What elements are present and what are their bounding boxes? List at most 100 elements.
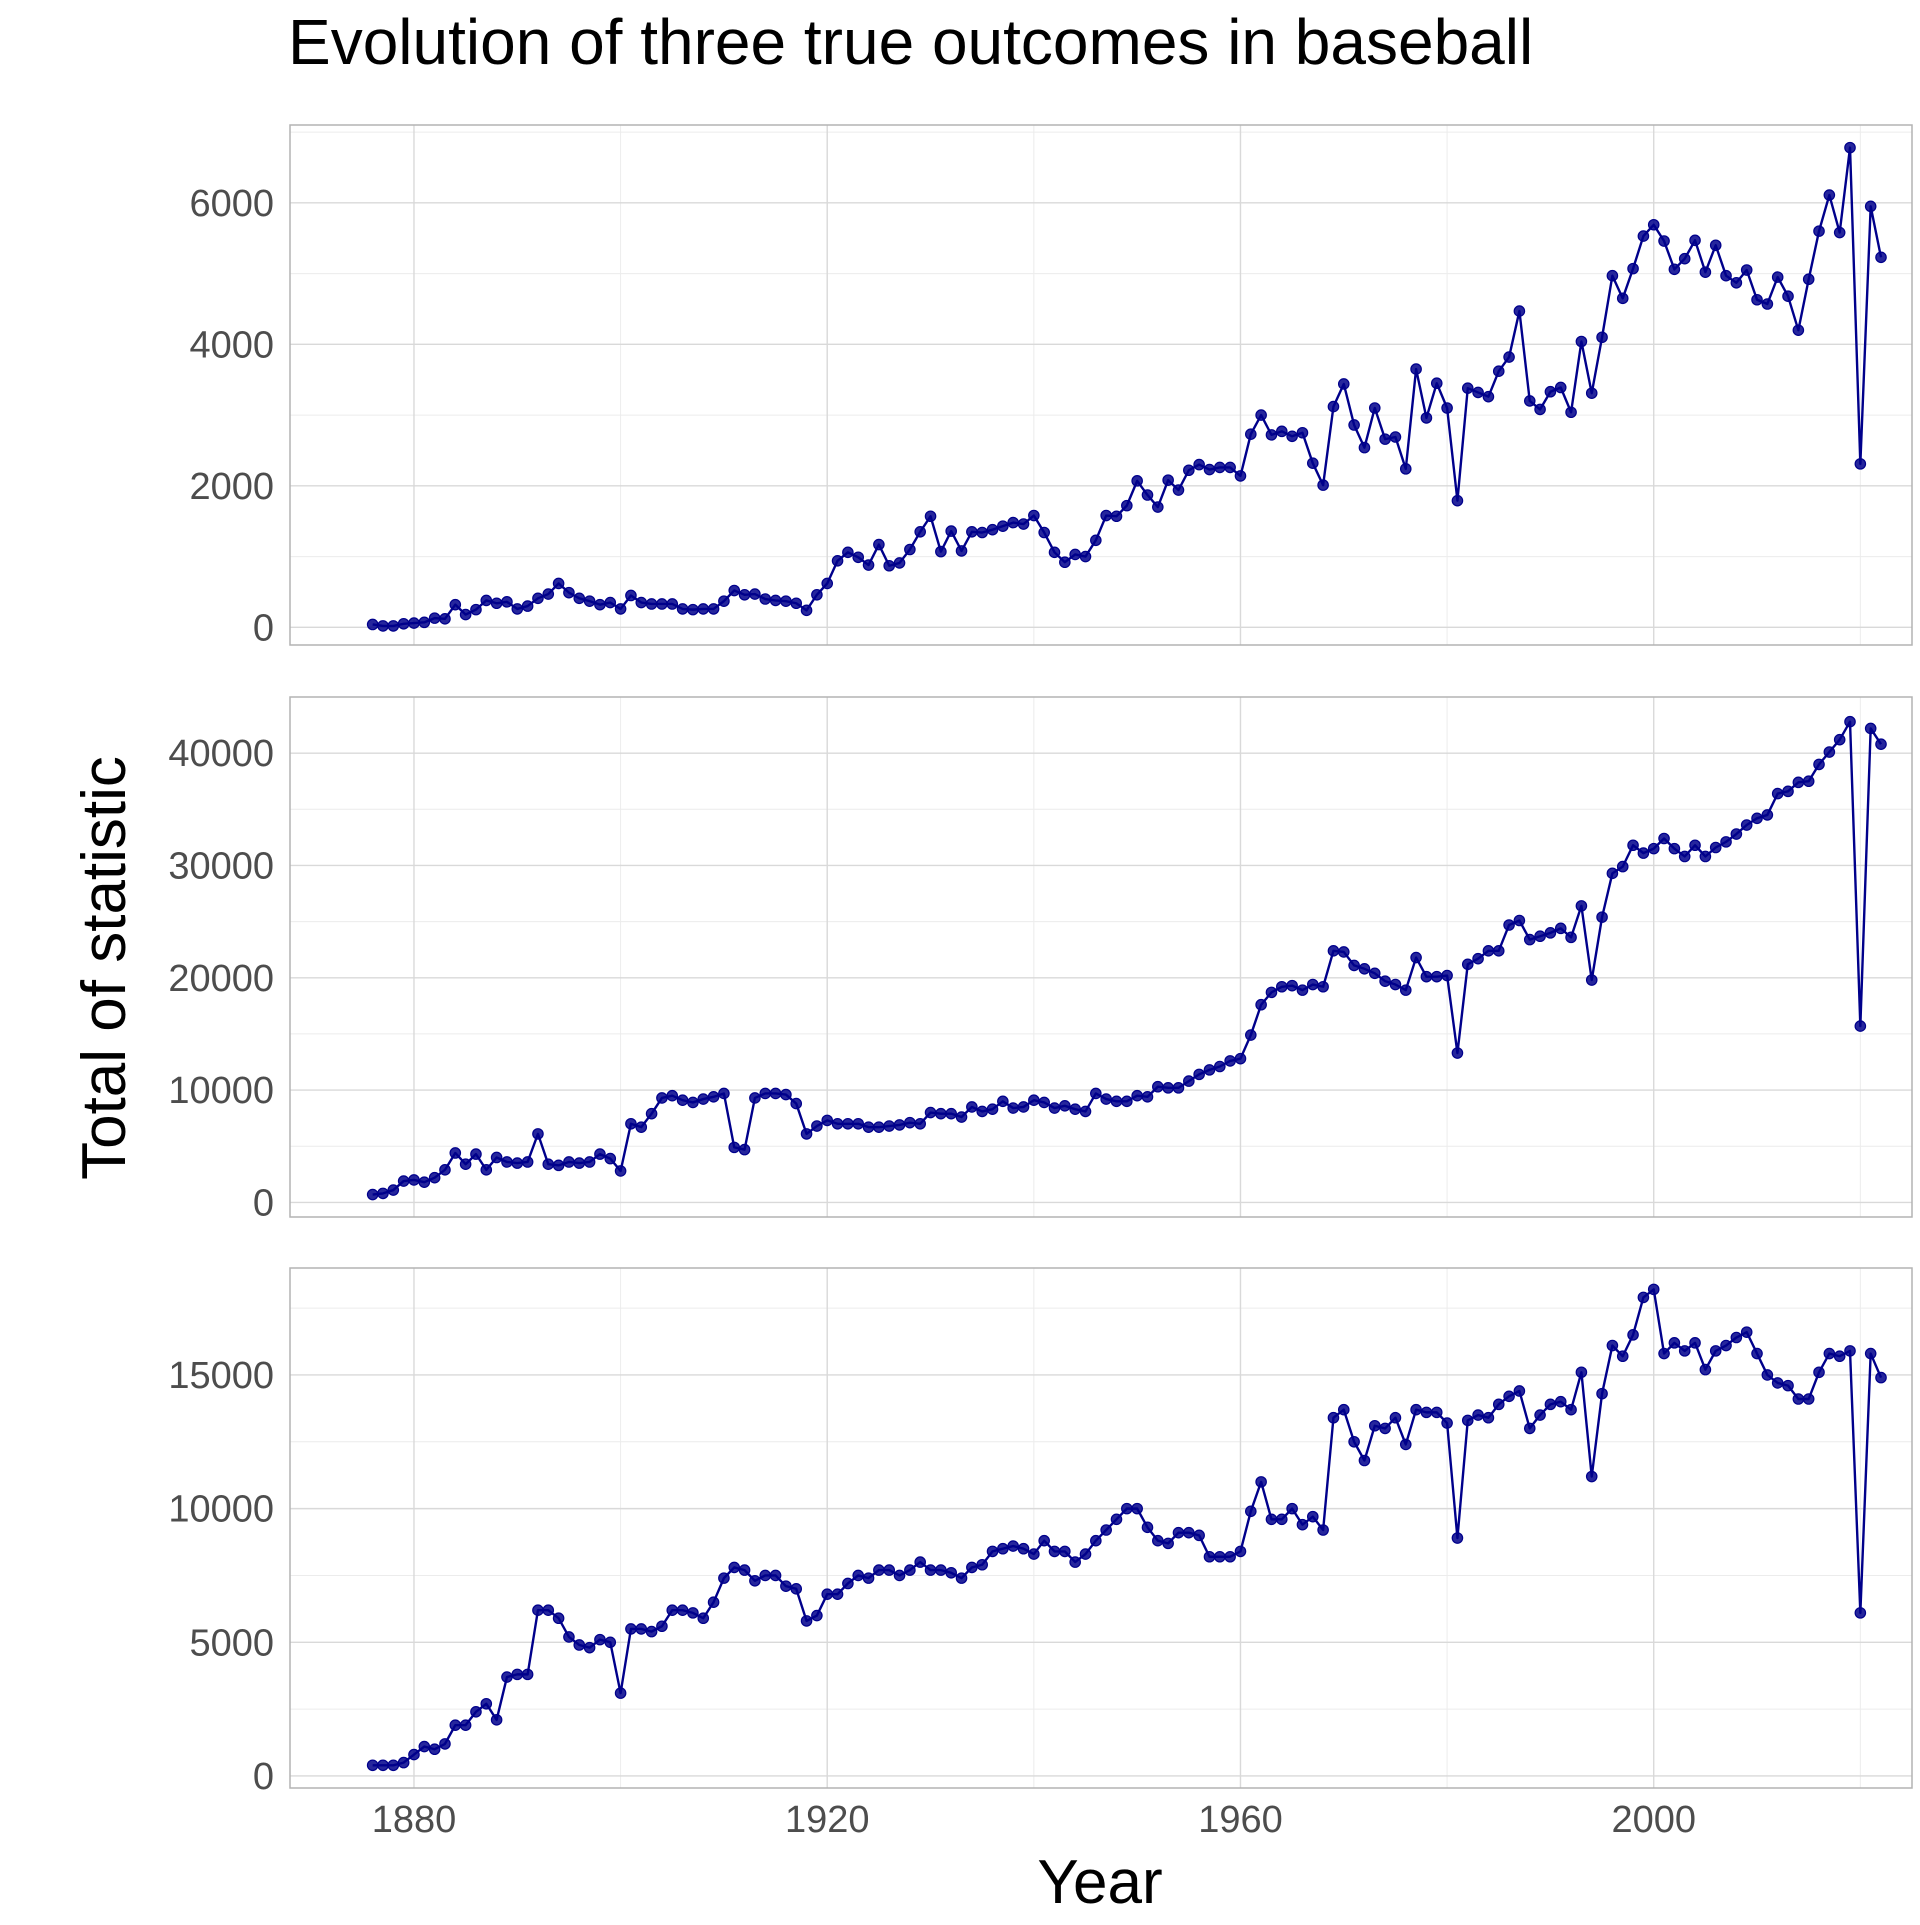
data-point (955, 1572, 968, 1584)
data-point (997, 1542, 1009, 1555)
data-point (738, 1564, 751, 1576)
data-point (1606, 269, 1619, 282)
data-point (625, 589, 637, 602)
data-point (1771, 1377, 1784, 1389)
data-point (1162, 1082, 1174, 1094)
data-point (1100, 1524, 1112, 1536)
data-point (1358, 962, 1371, 975)
data-point (935, 1107, 947, 1120)
data-point (862, 1121, 875, 1133)
data-point (1823, 746, 1836, 758)
data-point (1245, 1505, 1257, 1518)
data-point (1265, 1513, 1278, 1526)
data-point (501, 1671, 513, 1683)
data-point (635, 596, 648, 609)
data-point (1420, 412, 1433, 424)
data-point (1523, 933, 1536, 946)
data-point (769, 1569, 782, 1582)
data-point (1554, 1395, 1567, 1408)
data-point (1265, 429, 1278, 441)
data-point (1131, 1502, 1143, 1515)
data-point (1575, 900, 1588, 912)
data-point (604, 596, 617, 609)
data-point (645, 598, 658, 610)
data-point (1740, 1326, 1753, 1338)
data-point (1069, 1103, 1081, 1115)
data-point (914, 1556, 926, 1568)
data-point (862, 559, 875, 571)
data-point (1658, 235, 1670, 247)
data-point (1503, 351, 1515, 363)
data-point (480, 1697, 493, 1710)
data-point (935, 1564, 947, 1576)
data-point (1193, 458, 1205, 471)
data-point (1162, 474, 1174, 486)
data-point (1658, 1347, 1670, 1360)
data-point (563, 1631, 575, 1643)
data-point (1492, 365, 1505, 377)
data-point (1317, 1524, 1329, 1536)
data-point (656, 598, 668, 610)
data-point (1554, 922, 1567, 935)
data-point (707, 1091, 720, 1103)
data-point (1823, 189, 1836, 201)
data-point (1306, 457, 1319, 469)
y-tick-label: 20000 (168, 958, 274, 1000)
data-point (439, 613, 451, 625)
data-point (635, 1121, 648, 1133)
data-point (1172, 484, 1185, 496)
data-point (924, 1106, 937, 1119)
data-point (966, 1101, 978, 1113)
data-point (718, 1572, 730, 1584)
data-point (1410, 363, 1422, 375)
data-point (645, 1625, 658, 1638)
data-point (594, 1633, 606, 1646)
data-point (1730, 828, 1743, 840)
data-point (1461, 382, 1474, 394)
data-point (1875, 251, 1887, 264)
data-point (439, 1164, 451, 1176)
data-point (449, 1719, 462, 1731)
data-point (883, 559, 896, 572)
data-point (1709, 239, 1722, 252)
data-point (573, 592, 586, 605)
data-point (387, 620, 400, 632)
y-tick-label: 0 (253, 1756, 274, 1798)
data-point (1844, 1345, 1856, 1357)
data-point (1544, 385, 1557, 398)
data-point (883, 1120, 896, 1132)
data-point (1255, 1476, 1267, 1488)
data-point (1544, 1398, 1557, 1411)
data-point (1327, 400, 1340, 413)
data-point (924, 1564, 937, 1576)
data-point (501, 1156, 513, 1168)
data-point (1534, 1409, 1546, 1421)
data-point (542, 588, 555, 600)
data-point (976, 526, 988, 539)
data-point (780, 1580, 792, 1592)
data-point (397, 1175, 410, 1187)
data-point (986, 1103, 999, 1115)
data-point (1379, 433, 1391, 445)
data-point (387, 1759, 400, 1772)
data-point (1214, 1060, 1226, 1073)
data-point (1792, 1393, 1805, 1405)
data-point (625, 1117, 637, 1130)
data-point (1007, 1102, 1019, 1114)
data-point (1348, 419, 1360, 431)
data-point (790, 597, 803, 610)
data-point (1844, 715, 1856, 728)
data-point (1399, 1438, 1412, 1451)
data-point (1090, 1534, 1102, 1547)
data-point (1802, 1393, 1815, 1405)
data-point (997, 520, 1009, 532)
data-point (1864, 200, 1877, 213)
data-point (1441, 1417, 1453, 1429)
data-point (511, 1668, 524, 1681)
data-point (1616, 860, 1629, 873)
data-point (1451, 1047, 1464, 1059)
data-point (1327, 945, 1340, 957)
data-point (945, 1107, 957, 1120)
data-point (573, 1639, 586, 1651)
